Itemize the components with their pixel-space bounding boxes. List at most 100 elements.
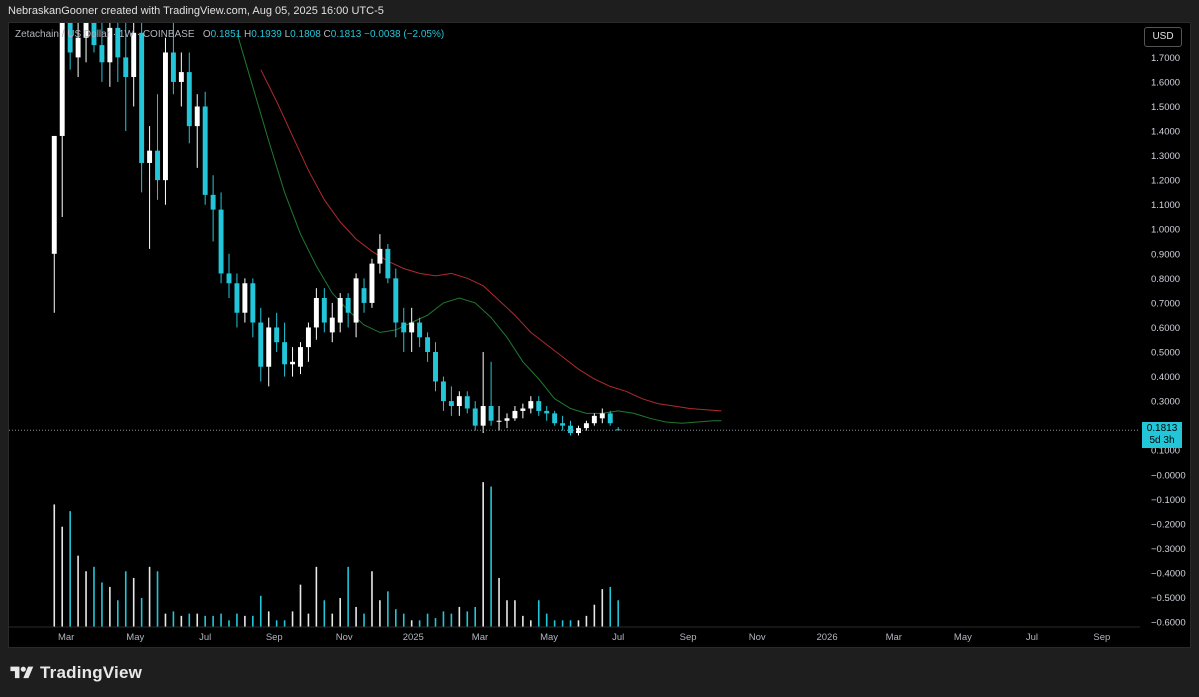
volume-bar [490, 486, 492, 627]
candle [393, 268, 399, 338]
candle [51, 135, 57, 313]
y-tick-label: −0.6000 [1151, 618, 1186, 629]
candle [353, 273, 359, 338]
candle [274, 312, 280, 353]
candle [305, 322, 311, 362]
candle [480, 352, 486, 434]
volume-bar [577, 620, 580, 627]
candle-body [504, 418, 510, 421]
candle [536, 396, 542, 416]
volume-bar [387, 591, 389, 627]
volume-bar [299, 584, 302, 627]
volume-bar [545, 613, 548, 627]
volume-bar [561, 620, 564, 627]
volume-bar [244, 615, 246, 627]
volume-bar [85, 571, 87, 627]
y-tick-label: −0.2000 [1151, 519, 1186, 530]
top-bar: NebraskanGooner created with TradingView… [0, 0, 1199, 22]
candle-body [99, 45, 105, 63]
candle [337, 293, 343, 333]
volume-bar [164, 613, 167, 627]
price-chart[interactable]: 1.7000 1.6000 1.5000 1.4000 1.3000 1.2000 1.10… [9, 23, 1192, 649]
volume-bar [585, 615, 588, 627]
volume-bar [236, 613, 238, 627]
candle [607, 410, 613, 426]
volume-bar [180, 615, 183, 627]
volume-bar [291, 611, 294, 627]
candle [99, 23, 105, 82]
candle-body [170, 52, 176, 82]
candle-body [337, 297, 343, 323]
ohlc-change: −0.0038 (−2.05%) [364, 29, 445, 40]
candle [139, 23, 145, 193]
candle-body [544, 410, 550, 414]
candle [401, 307, 407, 353]
candle-body [139, 32, 145, 163]
symbol-name[interactable]: Zetachain / US Dollar · 1W · COINBASE [15, 29, 195, 40]
y-tick-label: 0.3000 [1151, 397, 1180, 408]
currency-button[interactable]: USD [1144, 27, 1182, 47]
candle-body [91, 23, 97, 46]
candle [385, 243, 391, 284]
candle-body [591, 415, 597, 424]
y-tick-label: −0.4000 [1151, 568, 1186, 579]
candle [298, 342, 303, 375]
ohlc-close: 0.1813 [330, 29, 362, 40]
candle [147, 126, 153, 249]
y-tick-label: 1.4000 [1151, 127, 1180, 138]
tradingview-logo[interactable]: TradingView [10, 663, 142, 683]
chart-panel[interactable]: 1.7000 1.6000 1.5000 1.4000 1.3000 1.2000 1.10… [8, 22, 1191, 648]
volume-bar [307, 613, 310, 627]
candle [290, 347, 296, 377]
candle [591, 413, 597, 426]
candle [361, 278, 367, 313]
candle [91, 23, 97, 53]
volume-bar [418, 620, 421, 627]
candle-body [83, 23, 89, 38]
candle-body [401, 322, 407, 333]
moving-average-fast [236, 32, 722, 424]
volume-bar [498, 577, 500, 627]
candle [313, 288, 319, 340]
volume-bar [355, 606, 357, 627]
volume-bar [339, 598, 341, 627]
volume-bar [61, 526, 64, 627]
candle [504, 413, 510, 429]
y-tick-label: 1.1000 [1151, 200, 1180, 211]
candle-body [131, 32, 137, 78]
ohlc-open: 0.1851 [210, 29, 242, 40]
candle [131, 23, 137, 107]
candle-body [353, 278, 359, 323]
candle [282, 322, 288, 377]
candle [409, 307, 415, 353]
y-tick-label: −0.0000 [1151, 470, 1186, 481]
volume-bar [458, 606, 461, 627]
x-tick-label: Jul [1026, 632, 1038, 643]
last-price-tag: 0.1813 5d 3h [1142, 422, 1182, 449]
candle [576, 425, 581, 436]
volume-bar [140, 598, 143, 627]
volume-bar [132, 577, 135, 627]
candle-body [226, 273, 232, 284]
x-tick-label: Sep [266, 632, 283, 643]
candle [186, 52, 192, 144]
candle [329, 302, 335, 343]
volume-bar [506, 600, 508, 627]
candle-body [528, 401, 534, 409]
volume-bar [220, 613, 222, 627]
y-tick-label: 0.9000 [1151, 249, 1180, 260]
candle-body [186, 72, 192, 127]
candle [75, 23, 81, 78]
volume-bar [267, 611, 270, 627]
candle [226, 253, 232, 298]
symbol-legend: Zetachain / US Dollar · 1W · COINBASE O0… [15, 29, 444, 40]
volume-bar [522, 615, 524, 627]
candle [552, 410, 558, 426]
volume-bar [474, 606, 477, 627]
candle-body [147, 150, 153, 163]
y-tick-label: 0.4000 [1151, 372, 1180, 383]
y-tick-label: −0.1000 [1151, 495, 1186, 506]
candle [67, 23, 73, 70]
tradingview-logo-icon [10, 666, 34, 679]
volume-bar [69, 511, 71, 627]
